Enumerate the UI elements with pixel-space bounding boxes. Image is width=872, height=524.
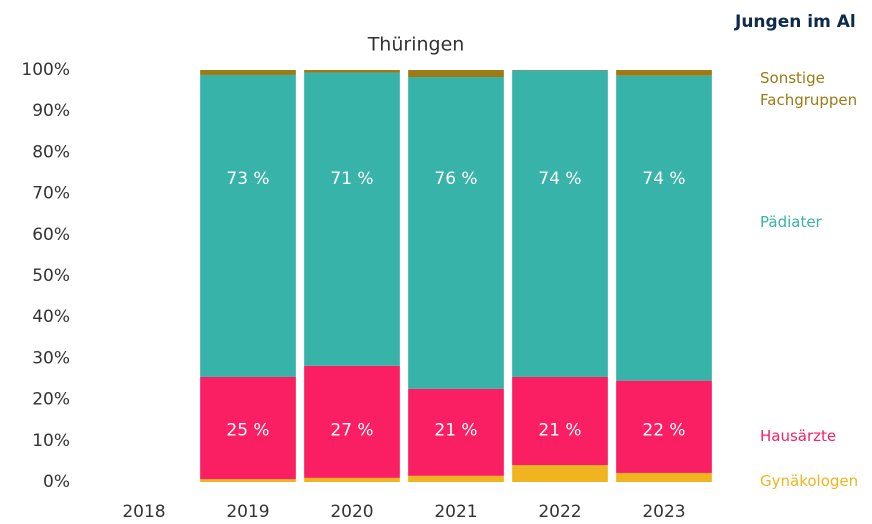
legend-entry: Gynäkologen: [760, 472, 859, 490]
header: Jungen im Al: [734, 12, 856, 32]
y-tick-label: 70%: [32, 184, 70, 204]
bar-segment: [304, 365, 400, 478]
y-tick-label: 40%: [32, 307, 70, 327]
bar-segment: [512, 465, 608, 482]
x-tick-label: 2020: [330, 502, 373, 522]
y-tick-label: 50%: [32, 266, 70, 286]
value-label: 27 %: [330, 421, 373, 441]
legend-entry: Sonstige Fachgruppen: [760, 69, 858, 109]
bar-segment: [408, 70, 504, 78]
x-tick-label: 2019: [226, 502, 269, 522]
x-tick-label: 2018: [122, 502, 165, 522]
legend-entry: Hausärzte: [760, 427, 837, 445]
value-label: 74 %: [538, 169, 581, 189]
bar-segment: [616, 75, 712, 381]
x-tick-label: 2023: [642, 502, 685, 522]
bar-segment: [408, 77, 504, 389]
bar-segment: [200, 376, 296, 480]
y-tick-label: 0%: [43, 472, 70, 492]
bar-segment: [616, 472, 712, 482]
bar-segment: [512, 70, 608, 377]
x-tick-label: 2021: [434, 502, 477, 522]
bar-segment: [616, 70, 712, 76]
bar-segment: [200, 479, 296, 482]
bar-segment: [200, 70, 296, 75]
bar-segment: [616, 380, 712, 473]
bar-segment: [304, 72, 400, 366]
value-label: 71 %: [330, 169, 373, 189]
value-label: 21 %: [538, 421, 581, 441]
y-tick-label: 60%: [32, 225, 70, 245]
value-label: 21 %: [434, 421, 477, 441]
bar-segment: [304, 477, 400, 482]
bar-segment: [408, 388, 504, 476]
chart-title: Thüringen: [367, 34, 465, 56]
value-label: 76 %: [434, 169, 477, 189]
value-label: 25 %: [226, 421, 269, 441]
value-label: 74 %: [642, 169, 685, 189]
x-tick-label: 2022: [538, 502, 581, 522]
y-tick-label: 90%: [32, 101, 70, 121]
bar-segment: [304, 70, 400, 73]
y-tick-label: 100%: [21, 60, 70, 80]
y-tick-label: 80%: [32, 142, 70, 162]
y-tick-label: 20%: [32, 390, 70, 410]
y-tick-label: 30%: [32, 348, 70, 368]
bar-segment: [512, 376, 608, 466]
value-label: 22 %: [642, 421, 685, 441]
legend-entry: Pädiater: [760, 213, 822, 231]
value-label: 73 %: [226, 169, 269, 189]
bar-segment: [408, 475, 504, 482]
y-tick-label: 10%: [32, 431, 70, 451]
bar-segment: [200, 74, 296, 377]
